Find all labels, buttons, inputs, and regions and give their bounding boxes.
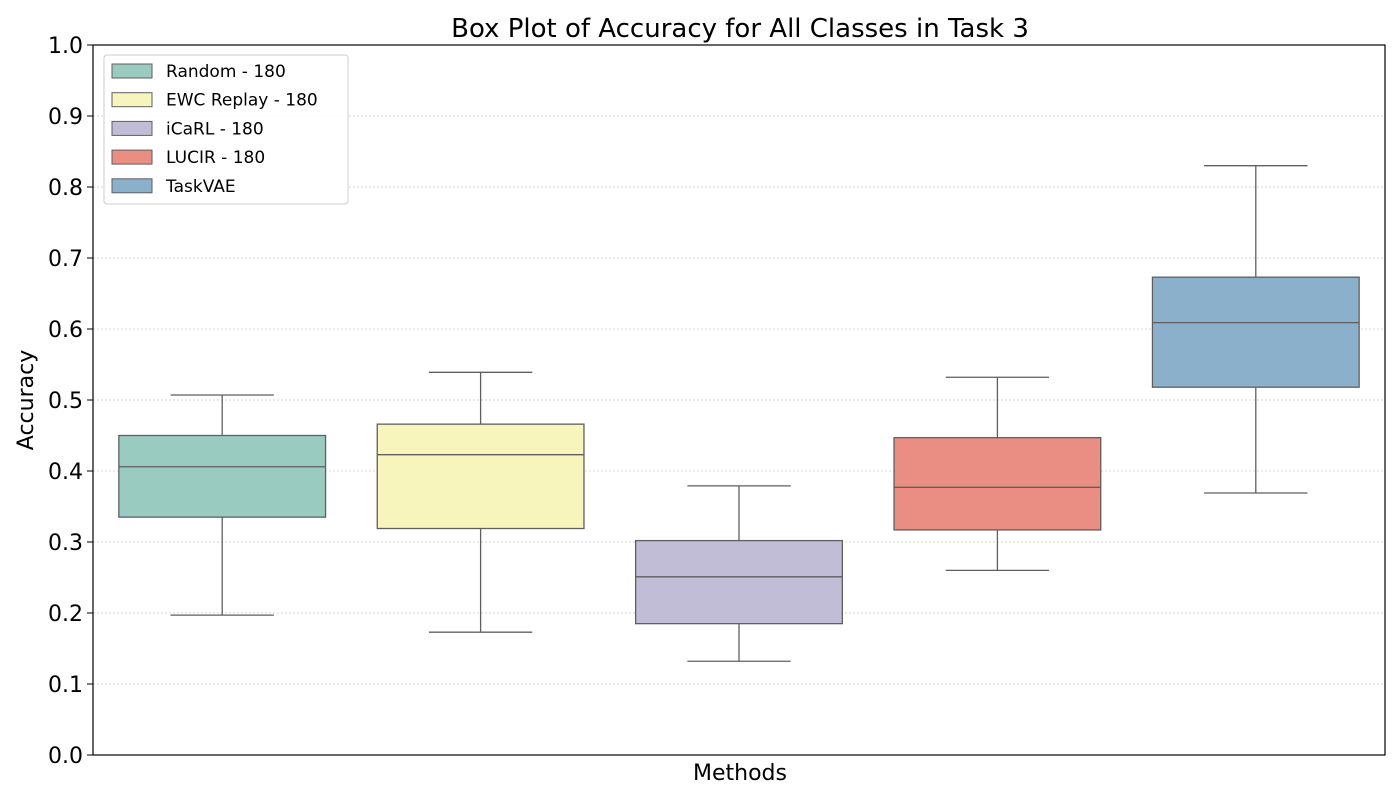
chart-title: Box Plot of Accuracy for All Classes in …: [451, 14, 1029, 44]
legend-item: EWC Replay - 180: [111, 91, 318, 111]
y-tick-label: 0.0: [48, 744, 83, 769]
legend-swatch: [111, 149, 153, 165]
y-tick-label: 0.7: [48, 247, 83, 272]
iqr-box: [893, 436, 1102, 531]
y-tick-label: 1.0: [48, 34, 83, 59]
x-axis-title: Methods: [693, 761, 787, 786]
y-tick-label: 0.5: [48, 389, 83, 414]
legend: Random - 180 EWC Replay - 180 iCaRL - 180 L…: [103, 54, 349, 205]
legend-item: Random - 180: [111, 62, 286, 82]
iqr-box: [376, 423, 585, 530]
y-tick-label: 0.9: [48, 105, 83, 130]
legend-label: iCaRL - 180: [166, 119, 264, 139]
y-axis-ticks: 0.0 0.1 0.2 0.3 0.4 0.5 0.6 0.7 0.8 0.9 1.0: [48, 34, 93, 769]
y-axis-title: Accuracy: [14, 350, 39, 450]
box-2: [376, 371, 585, 633]
y-tick-label: 0.3: [48, 531, 83, 556]
legend-label: Random - 180: [166, 62, 286, 82]
box-1: [118, 394, 327, 616]
y-tick-label: 0.6: [48, 318, 83, 343]
iqr-box: [118, 434, 327, 518]
legend-label: LUCIR - 180: [166, 148, 265, 168]
iqr-box: [634, 539, 844, 625]
iqr-box: [1151, 276, 1360, 388]
box-group: [118, 165, 1360, 662]
box-3: [634, 485, 844, 662]
legend-item: TaskVAE: [111, 177, 236, 197]
legend-swatch: [111, 120, 153, 136]
box-4: [893, 376, 1102, 572]
legend-frame: [103, 54, 349, 205]
legend-item: LUCIR - 180: [111, 148, 265, 168]
legend-swatch: [111, 92, 153, 108]
legend-swatch: [111, 63, 153, 79]
legend-item: iCaRL - 180: [111, 119, 264, 139]
legend-label: TaskVAE: [165, 177, 236, 197]
y-tick-label: 0.4: [48, 460, 83, 485]
legend-label: EWC Replay - 180: [166, 91, 318, 111]
y-tick-label: 0.8: [48, 176, 83, 201]
y-tick-label: 0.2: [48, 602, 83, 627]
y-tick-label: 0.1: [48, 673, 83, 698]
legend-swatch: [111, 178, 153, 194]
box-5: [1151, 165, 1360, 494]
